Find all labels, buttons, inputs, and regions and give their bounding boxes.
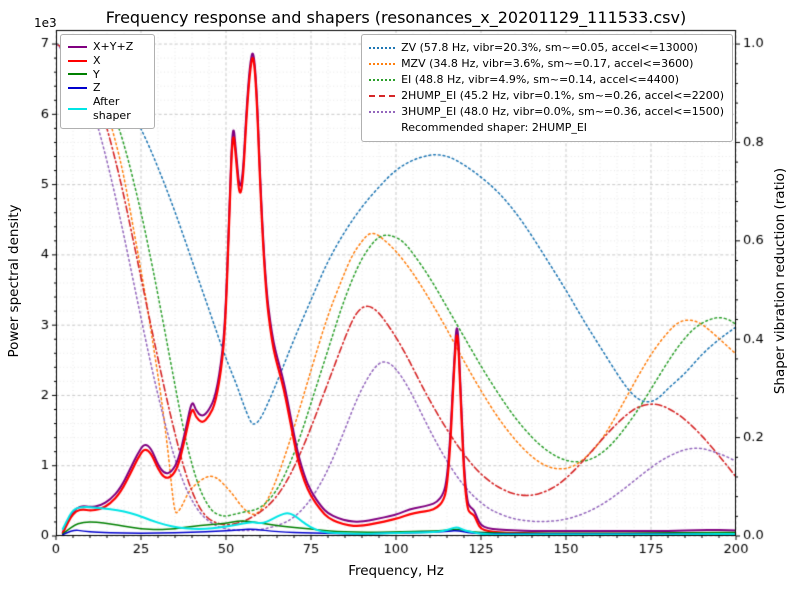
legend-item-x: X [68, 54, 146, 68]
legend-line-sample [369, 46, 396, 49]
legend-item-2hump-ei: 2HUMP_EI (45.2 Hz, vibr=0.1%, sm~=0.26, … [369, 88, 724, 104]
recommended-shaper-note: Recommended shaper: 2HUMP_EI [401, 120, 588, 134]
legend-line-sample [369, 110, 396, 113]
legend-item-zv: ZV (57.8 Hz, vibr=20.3%, sm~=0.05, accel… [369, 40, 724, 56]
legend-item-xyz: X+Y+Z [68, 40, 146, 54]
legend-line-sample [68, 87, 87, 90]
legend-label: 3HUMP_EI (48.0 Hz, vibr=0.0%, sm~=0.36, … [401, 104, 724, 118]
chart-title: Frequency response and shapers (resonanc… [105, 8, 687, 27]
psd-legend: X+Y+Z X Y Z After shaper [60, 34, 155, 129]
legend-label: EI (48.8 Hz, vibr=4.9%, sm~=0.14, accel<… [401, 72, 680, 86]
legend-item-3hump-ei: 3HUMP_EI (48.0 Hz, vibr=0.0%, sm~=0.36, … [369, 104, 724, 120]
x-axis-label: Frequency, Hz [348, 563, 444, 579]
legend-item-z: Z [68, 81, 146, 95]
legend-label: X+Y+Z [93, 40, 134, 53]
legend-item-mzv: MZV (34.8 Hz, vibr=3.6%, sm~=0.17, accel… [369, 56, 724, 72]
shaper-legend: ZV (57.8 Hz, vibr=20.3%, sm~=0.05, accel… [361, 34, 733, 142]
left-axis-offset-text: 1e3 [34, 16, 57, 30]
right-axis-label: Shaper vibration reduction (ratio) [772, 167, 788, 395]
left-axis-label: Power spectral density [6, 204, 22, 358]
legend-line-sample [68, 73, 87, 76]
legend-line-sample [369, 78, 396, 81]
legend-line-sample [369, 94, 396, 97]
legend-label: Z [93, 81, 101, 95]
legend-item-after-shaper: After shaper [68, 95, 146, 123]
legend-line-sample [68, 45, 87, 48]
legend-label: X [93, 53, 101, 67]
legend-line-sample [68, 59, 87, 62]
legend-line-sample [369, 62, 396, 65]
legend-item-ei: EI (48.8 Hz, vibr=4.9%, sm~=0.14, accel<… [369, 72, 724, 88]
legend-label: ZV (57.8 Hz, vibr=20.3%, sm~=0.05, accel… [401, 41, 698, 54]
legend-item-y: Y [68, 68, 146, 82]
legend-label: 2HUMP_EI (45.2 Hz, vibr=0.1%, sm~=0.26, … [401, 88, 724, 102]
legend-label: MZV (34.8 Hz, vibr=3.6%, sm~=0.17, accel… [401, 56, 694, 70]
legend-label: After shaper [93, 95, 131, 122]
legend-label: Y [93, 67, 100, 81]
legend-line-sample [68, 107, 87, 110]
